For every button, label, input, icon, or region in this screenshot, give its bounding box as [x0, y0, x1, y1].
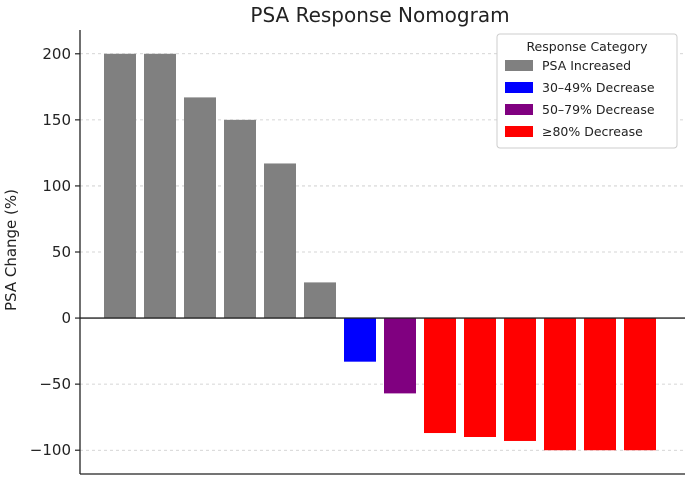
bar-13 [584, 318, 616, 451]
y-tick-label: −50 [39, 375, 71, 393]
legend-label: ≥80% Decrease [542, 124, 643, 139]
bar-5 [264, 163, 296, 319]
bar-2 [144, 53, 176, 319]
bar-4 [224, 119, 256, 319]
legend-box [496, 33, 678, 149]
legend-swatch [505, 82, 533, 93]
legend-items: PSA Increased 30–49% Decrease 50–79% Decre… [505, 58, 655, 139]
chart-title: PSA Response Nomogram [250, 3, 509, 27]
bar-12 [544, 318, 576, 451]
bar-1 [104, 53, 136, 319]
y-tick-label: 200 [42, 45, 71, 63]
y-tick-label: 150 [42, 111, 71, 129]
legend-label: 30–49% Decrease [542, 80, 655, 95]
legend-swatch [505, 104, 533, 115]
bar-3 [184, 97, 216, 319]
bar-9 [424, 318, 456, 434]
y-tick-label: −100 [30, 441, 71, 459]
bar-14 [624, 318, 656, 451]
y-tick-label: 50 [52, 243, 71, 261]
bar-10 [464, 318, 496, 437]
bar-6 [304, 282, 336, 319]
y-axis-label: PSA Change (%) [2, 189, 20, 311]
y-tick-label: 0 [61, 309, 71, 327]
y-axis-ticks: 200 150 100 50 0 −50 −100 [30, 45, 80, 459]
y-tick-label: 100 [42, 177, 71, 195]
legend-label: PSA Increased [542, 58, 631, 73]
legend: Response Category PSA Increased 30–49% De… [496, 33, 678, 149]
bar-group [104, 53, 656, 451]
bar-8 [384, 318, 416, 394]
legend-title: Response Category [526, 39, 648, 54]
legend-swatch [505, 126, 533, 137]
legend-label: 50–79% Decrease [542, 102, 655, 117]
bar-7 [344, 318, 376, 362]
legend-swatch [505, 60, 533, 71]
bar-11 [504, 318, 536, 441]
